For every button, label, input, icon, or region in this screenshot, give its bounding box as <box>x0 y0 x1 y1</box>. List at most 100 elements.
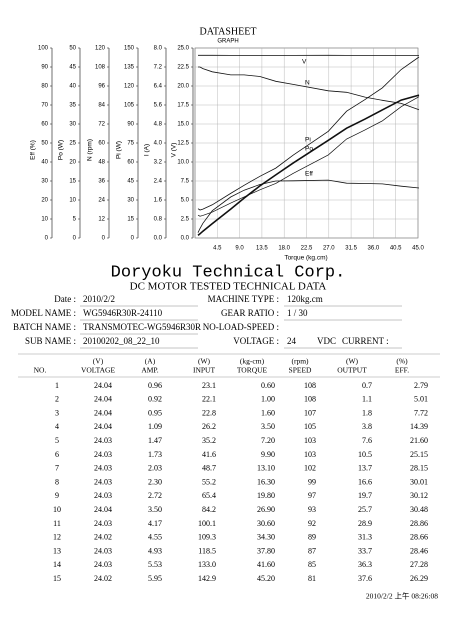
table-cell: 24.04 <box>94 505 112 514</box>
table-cell: 13.7 <box>358 464 372 473</box>
curve <box>197 56 420 211</box>
y-tick-label: 24 <box>98 198 105 204</box>
table-cell: 22.1 <box>202 395 216 404</box>
table-cell: 26.2 <box>202 422 216 431</box>
field-label: MODEL NAME : <box>11 308 76 318</box>
column-unit: (kg-cm) <box>240 357 265 366</box>
y-tick-label: 75 <box>127 141 134 147</box>
table-cell: 36.3 <box>358 560 372 569</box>
table-cell: 1.73 <box>148 450 162 459</box>
table-cell: 107 <box>304 408 316 417</box>
x-tick-label: 4.5 <box>213 246 222 252</box>
y-tick-label: 105 <box>124 103 135 109</box>
y-tick-label: 35 <box>69 103 76 109</box>
table-cell: 1.1 <box>362 395 372 404</box>
table-cell: 4.93 <box>148 546 162 555</box>
table-cell: 24.04 <box>94 381 112 390</box>
doc-title: DC MOTOR TESTED TECHNICAL DATA <box>130 281 327 293</box>
y-tick-label: 2.5 <box>181 217 190 223</box>
table-cell: 24.03 <box>94 546 112 555</box>
table-cell: 30.60 <box>257 519 275 528</box>
table-cell: 84.2 <box>202 505 216 514</box>
y-tick-label: 5.0 <box>181 198 190 204</box>
table-cell: 25.15 <box>410 450 428 459</box>
y-axis-title: Eff (%) <box>30 140 37 160</box>
field-value: TRANSMOTEC-WG5946R30R <box>83 322 201 332</box>
chart-subtitle: GRAPH <box>217 39 238 45</box>
table-cell: 13 <box>53 546 61 555</box>
table-cell: 97 <box>308 491 316 500</box>
column-unit: (W) <box>198 357 211 366</box>
chart-title: DATASHEET <box>200 26 257 37</box>
y-tick-label: 0 <box>102 236 106 242</box>
table-cell: 26.90 <box>257 505 275 514</box>
y-tick-label: 45 <box>127 179 134 185</box>
y-tick-label: 30 <box>127 198 134 204</box>
column-header: NO. <box>34 366 47 375</box>
field-value: WG5946R30R-24110 <box>83 308 163 318</box>
y-tick-label: 8.0 <box>154 46 163 52</box>
table-cell: 22.8 <box>202 408 216 417</box>
x-tick-label: 36.0 <box>368 246 380 252</box>
y-tick-label: 80 <box>41 84 48 90</box>
table-cell: 48.7 <box>202 464 216 473</box>
table-cell: 24.04 <box>94 422 112 431</box>
table-cell: 15 <box>53 574 61 583</box>
table-cell: 16.6 <box>358 477 372 486</box>
table-cell: 24.04 <box>94 395 112 404</box>
y-tick-label: 12.5 <box>177 141 189 147</box>
table-cell: 28.9 <box>358 519 372 528</box>
footer: 2010/2/2 上午 08:26:08 <box>366 591 438 601</box>
field-value: 120kg.cm <box>287 294 323 304</box>
x-tick-label: 22.5 <box>301 246 313 252</box>
column-unit: (V) <box>93 357 104 366</box>
table-cell: 1 <box>55 381 59 390</box>
curve <box>198 66 420 111</box>
table-cell: 99 <box>308 477 316 486</box>
table-cell: 7.20 <box>261 436 275 445</box>
table-cell: 3.50 <box>148 505 162 514</box>
table-cell: 16.30 <box>257 477 275 486</box>
field-value: 20100202_08_22_10 <box>83 336 160 346</box>
table-cell: 65.4 <box>202 491 216 500</box>
field-value: 1 / 30 <box>287 308 308 318</box>
y-tick-label: 60 <box>127 160 134 166</box>
table-cell: 28.15 <box>410 464 428 473</box>
table-cell: 5 <box>55 436 59 445</box>
table-cell: 9 <box>55 491 59 500</box>
table-cell: 24.04 <box>94 408 112 417</box>
table-cell: 0.7 <box>362 381 372 390</box>
y-tick-label: 120 <box>95 46 106 52</box>
table-cell: 0.95 <box>148 408 162 417</box>
table-cell: 85 <box>308 560 316 569</box>
table-cell: 31.3 <box>358 533 372 542</box>
y-tick-label: 30 <box>69 122 76 128</box>
curve-label: Pi <box>305 137 311 144</box>
table-cell: 2.03 <box>148 464 162 473</box>
x-tick-label: 18.0 <box>278 246 290 252</box>
field-label: BATCH NAME : <box>13 322 76 332</box>
table-cell: 11 <box>53 519 61 528</box>
curve-label: Po <box>305 146 313 153</box>
table-cell: 108 <box>304 381 316 390</box>
curve-label: V <box>302 59 307 66</box>
table-cell: 3.8 <box>362 422 372 431</box>
table-cell: 93 <box>308 505 316 514</box>
table-cell: 81 <box>308 574 316 583</box>
table-cell: 34.30 <box>257 533 275 542</box>
table-cell: 108 <box>304 395 316 404</box>
table-cell: 13.10 <box>257 464 275 473</box>
table-cell: 37.6 <box>358 574 372 583</box>
field-label: GEAR RATIO : <box>221 308 279 318</box>
table-cell: 1.8 <box>362 408 372 417</box>
x-tick-label: 40.5 <box>390 246 402 252</box>
field-unit: VDC <box>317 336 336 346</box>
field-value: 24 <box>287 336 297 346</box>
table-cell: 28.86 <box>410 519 428 528</box>
y-tick-label: 50 <box>69 46 76 52</box>
y-tick-label: 0 <box>131 236 135 242</box>
table-cell: 28.66 <box>410 533 428 542</box>
table-cell: 33.7 <box>358 546 372 555</box>
